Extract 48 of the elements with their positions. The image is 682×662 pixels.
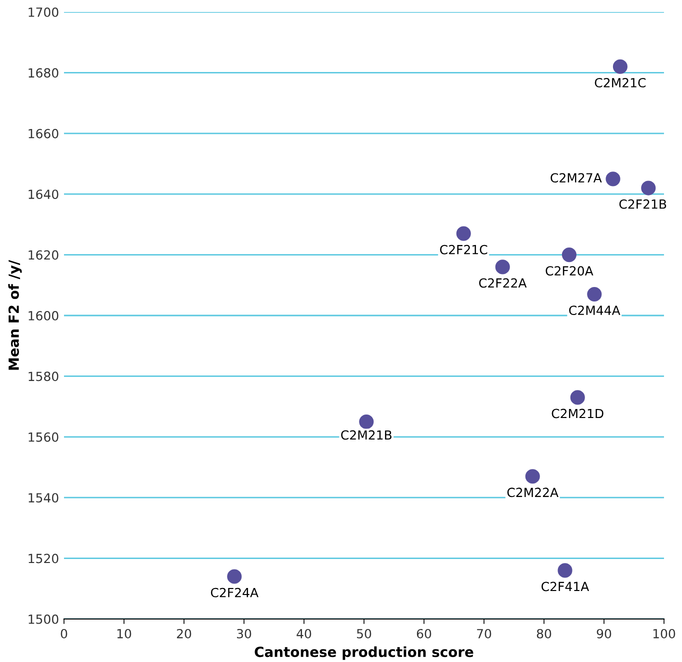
point — [456, 226, 471, 241]
y-tick-label: 1540 — [28, 493, 58, 503]
y-tick-label: 1500 — [28, 614, 58, 624]
point — [587, 286, 602, 302]
y-tick-label: 1660 — [28, 128, 58, 138]
point — [359, 414, 374, 430]
x-tick-label: 50 — [357, 628, 372, 638]
point — [641, 180, 656, 196]
x-tick-label: 10 — [117, 628, 132, 638]
annotation: C2F22A — [479, 278, 527, 288]
annotation: C2M22A — [507, 488, 558, 498]
y-tick-label: 1580 — [28, 372, 58, 382]
x-tick-label: 40 — [296, 628, 312, 638]
point — [558, 563, 572, 578]
x-tick-label: 70 — [477, 628, 492, 638]
x-tick-label: 100 — [653, 628, 676, 638]
x-tick-label: 30 — [237, 628, 252, 638]
y-axis-title: Mean F2 of /y/ — [8, 260, 22, 370]
y-tick-label: 1700 — [28, 7, 58, 17]
annotation: C2F20A — [546, 266, 594, 276]
point — [612, 59, 628, 74]
annotation: C2F24A — [210, 588, 258, 598]
annotation: C2M21C — [594, 78, 646, 88]
annotation: C2M27A — [550, 173, 602, 183]
point — [570, 390, 585, 405]
y-tick-label: 1620 — [28, 250, 58, 260]
x-tick-label: 90 — [596, 628, 612, 638]
point — [562, 248, 576, 262]
y-tick-label: 1560 — [28, 432, 58, 442]
annotation: C2F41A — [542, 582, 590, 592]
point — [495, 260, 510, 274]
x-tick-label: 60 — [416, 628, 432, 638]
y-tick-label: 1600 — [28, 310, 58, 320]
annotation: C2F21C — [440, 244, 488, 254]
y-tick-label: 1520 — [28, 554, 58, 564]
annotation: C2M21D — [552, 408, 604, 418]
x-axis-title: Cantonese production score — [254, 646, 474, 660]
annotation: C2F21B — [619, 199, 666, 209]
y-tick-label: 1680 — [28, 68, 58, 78]
point — [606, 172, 620, 186]
x-tick-label: 80 — [536, 628, 552, 638]
point — [525, 469, 540, 484]
annotation: C2M21B — [341, 430, 392, 440]
x-tick-label: 20 — [176, 628, 192, 638]
annotation: C2M44A — [569, 306, 620, 316]
x-tick-label: 0 — [60, 628, 68, 638]
y-tick-label: 1640 — [28, 190, 58, 200]
point — [227, 569, 242, 584]
